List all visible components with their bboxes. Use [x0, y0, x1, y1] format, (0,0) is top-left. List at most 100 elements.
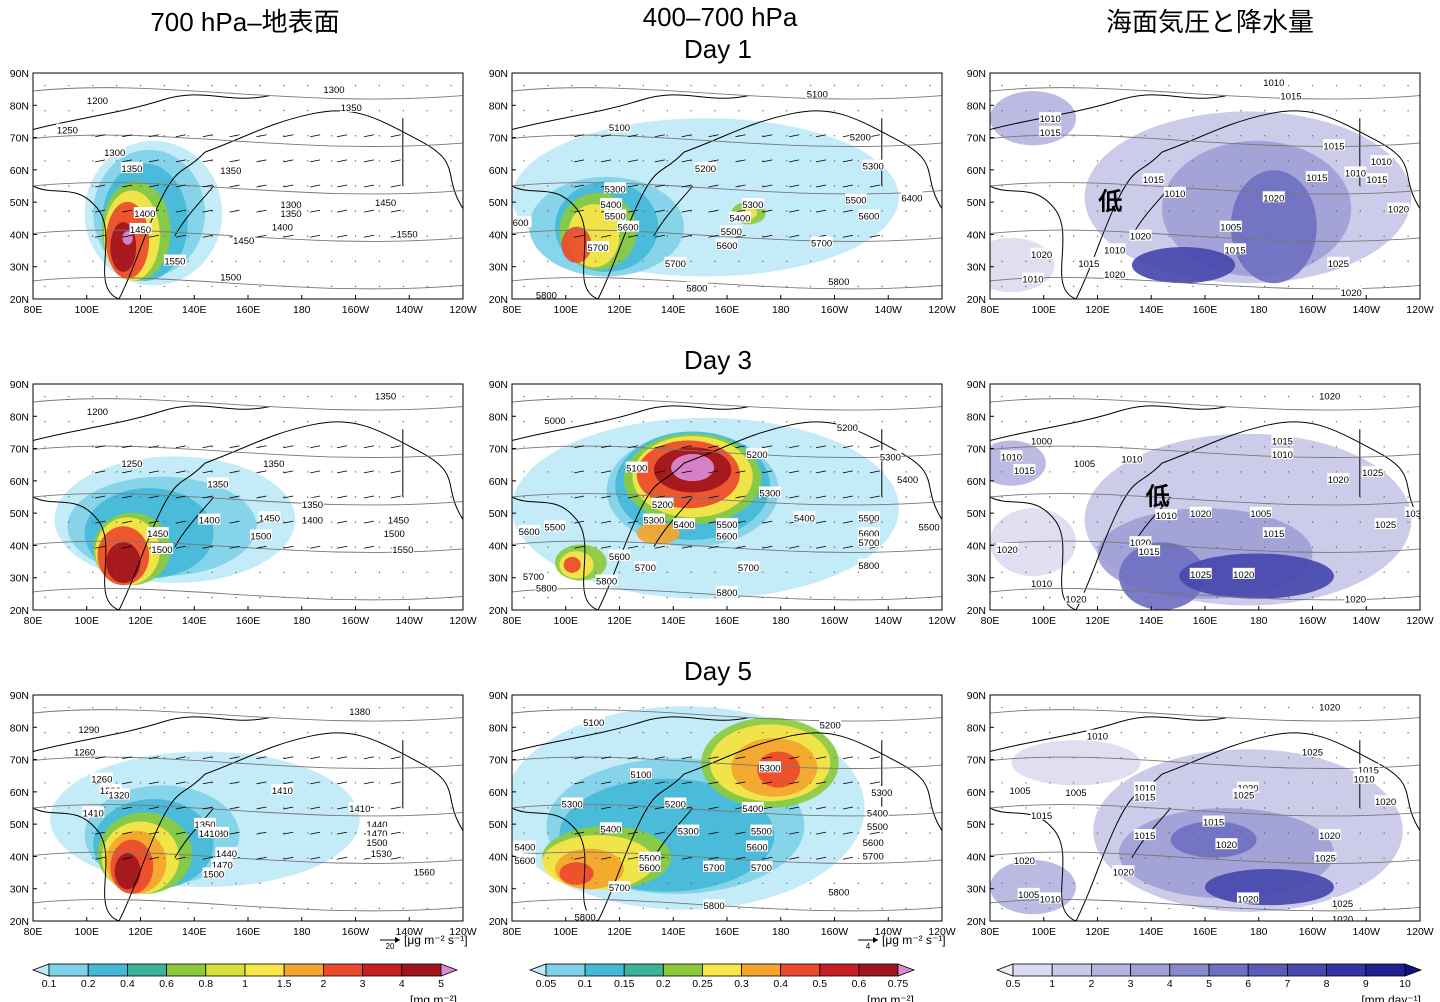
grid-point [857, 471, 860, 473]
grid-point [1216, 546, 1218, 548]
grid-point [1216, 395, 1218, 398]
grid-point [163, 285, 166, 288]
grid-point [450, 496, 452, 498]
contour-line [512, 134, 942, 147]
lat-tick-label: 70N [967, 755, 986, 767]
grid-point [1072, 521, 1075, 523]
grid-point [1287, 471, 1290, 473]
grid-point [833, 807, 836, 809]
contour-label: 1020 [1014, 856, 1035, 867]
grid-point [881, 882, 883, 885]
flux-arrow [229, 495, 240, 499]
flux-arrow [708, 184, 719, 188]
contour-line [33, 87, 463, 100]
contour-label: 1020 [1332, 915, 1353, 926]
grid-point [881, 731, 883, 734]
grid-point [618, 84, 621, 87]
grid-point [68, 546, 70, 548]
lon-tick-label: 140E [182, 615, 207, 627]
grid-point [523, 546, 525, 548]
shaded-region [563, 556, 581, 573]
grid-point [523, 731, 525, 734]
coastline [1075, 462, 1163, 610]
grid-point [402, 109, 404, 112]
contour-label: 5800 [828, 888, 849, 899]
contour-line [512, 756, 942, 769]
flux-arrow [256, 445, 267, 449]
grid-point [44, 235, 46, 237]
grid-point [378, 471, 381, 473]
contour-label-bg [617, 220, 640, 232]
grid-point [426, 285, 428, 288]
grid-point [330, 160, 333, 162]
grid-point [857, 757, 860, 759]
contour-label: 1500 [366, 838, 387, 849]
contour-label-bg [827, 274, 850, 286]
flux-arrow [842, 159, 854, 163]
grid-point [690, 420, 692, 423]
colorbar-tick-label: 0.5 [1006, 978, 1021, 990]
flux-arrow [363, 184, 375, 188]
grid-point [1072, 731, 1075, 734]
lon-tick-label: 120W [1406, 304, 1434, 316]
grid-point [139, 235, 142, 237]
grid-point [307, 185, 309, 187]
grid-point [307, 260, 309, 263]
flux-arrow [574, 520, 585, 524]
grid-point [378, 571, 381, 574]
grid-point [1359, 420, 1361, 423]
contour-label: 5100 [630, 770, 651, 781]
colorbar-tick-label: 0.4 [773, 978, 788, 990]
grid-point [44, 807, 46, 809]
grid-point [1311, 210, 1314, 212]
grid-point [594, 832, 597, 834]
grid-point [523, 210, 525, 212]
contour-label: 1020 [1345, 595, 1366, 606]
grid-point [211, 109, 213, 112]
contour-label-bg [582, 716, 605, 728]
colorbar-swatch [166, 963, 207, 977]
lon-tick-label: 100E [74, 926, 99, 938]
grid-point [1192, 757, 1194, 759]
contour-label-bg [86, 94, 109, 106]
grid-point [187, 546, 189, 548]
grid-point [571, 285, 573, 288]
contour-label-bg [810, 236, 833, 248]
contour-label: 1020 [1233, 570, 1254, 581]
grid-point [450, 731, 452, 734]
grid-point [283, 521, 285, 523]
grid-point [571, 210, 573, 212]
contour-label-bg [513, 853, 536, 865]
grid-point [809, 757, 812, 759]
contour-label-bg [1271, 448, 1294, 460]
grid-point [642, 546, 645, 548]
grid-point [1144, 496, 1146, 498]
grid-point [523, 496, 525, 498]
grid-point [354, 757, 357, 759]
contour-label-bg [866, 806, 889, 818]
lon-tick-label: 160W [821, 615, 849, 627]
grid-point [929, 210, 931, 212]
shaded-region [1179, 553, 1334, 599]
grid-point [1001, 832, 1003, 834]
grid-point [1049, 395, 1051, 398]
grid-point [283, 496, 285, 498]
contour-label-bg [1017, 887, 1040, 899]
grid-point [1120, 706, 1123, 709]
grid-point [1287, 235, 1290, 237]
grid-point [1096, 496, 1099, 498]
grid-point [283, 446, 285, 448]
flux-arrow [627, 209, 639, 213]
grid-point [44, 706, 46, 709]
grid-point [44, 84, 46, 87]
grid-point [1001, 571, 1003, 574]
grid-point [1407, 285, 1409, 288]
lat-tick-label: 50N [967, 508, 986, 520]
contour-label: 1020 [1237, 894, 1258, 905]
grid-point [139, 420, 142, 423]
grid-point [139, 731, 142, 734]
contour-label-bg [1142, 173, 1165, 185]
flux-arrow [842, 831, 854, 835]
contour-label: 1020 [1388, 205, 1409, 216]
flux-arrow [310, 470, 321, 474]
